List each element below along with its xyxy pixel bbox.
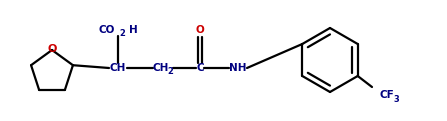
Text: CF: CF [380, 90, 395, 100]
Text: C: C [196, 63, 204, 73]
Text: CO: CO [99, 25, 115, 35]
Text: 3: 3 [393, 95, 399, 103]
Text: O: O [47, 44, 57, 54]
Text: 2: 2 [119, 30, 125, 38]
Text: O: O [196, 25, 204, 35]
Text: CH: CH [110, 63, 126, 73]
Text: NH: NH [229, 63, 247, 73]
Text: H: H [129, 25, 138, 35]
Text: CH: CH [153, 63, 169, 73]
Text: 2: 2 [167, 67, 173, 76]
